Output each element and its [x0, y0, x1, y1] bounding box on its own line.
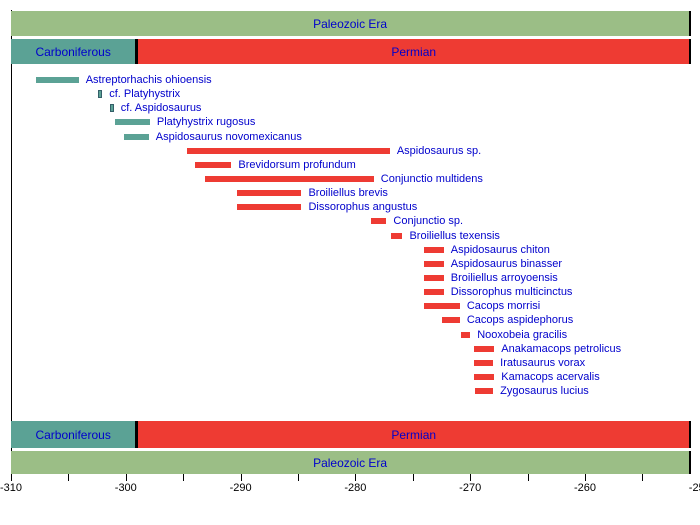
- taxon-label: Kamacops acervalis: [501, 370, 600, 383]
- period-label-carboniferous-top: Carboniferous: [35, 44, 111, 59]
- taxon-range-bar: [473, 359, 494, 366]
- taxon-range-bar: [115, 119, 150, 126]
- axis-tick: [412, 474, 414, 481]
- era-bar-paleozoic-top: Paleozoic Era: [11, 11, 692, 36]
- taxon-label: Cacops aspidephorus: [466, 314, 574, 327]
- axis-tick: [585, 474, 586, 481]
- axis-tick: [183, 474, 185, 481]
- period-label-permian-top: Permian: [391, 44, 437, 59]
- axis-tick-label: -280: [344, 482, 367, 494]
- period-bar-bottom: Carboniferous Permian: [11, 421, 692, 448]
- period-label-carboniferous-bottom: Carboniferous: [35, 427, 111, 442]
- taxon-range-bar: [237, 204, 302, 211]
- taxon-label: Conjunctio multidens: [380, 172, 483, 185]
- era-label-paleozoic-top: Paleozoic Era: [313, 16, 388, 31]
- taxon-label: Broiliellus arroyoensis: [450, 271, 558, 284]
- taxon-range-bar: [371, 218, 387, 225]
- taxon-label: cf. Platyhystrix: [109, 88, 181, 101]
- taxon-label: Brevidorsum profundum: [238, 158, 356, 171]
- axis-tick-label: -300: [114, 482, 137, 494]
- taxon-label: Broiliellus texensis: [409, 229, 500, 242]
- axis-tick-label: -290: [229, 482, 252, 494]
- taxon-label: Aspidosaurus chiton: [450, 243, 550, 256]
- taxon-range-bar: [424, 303, 460, 310]
- taxon-label: Conjunctio sp.: [393, 215, 464, 228]
- era-bar-paleozoic-bottom: Paleozoic Era: [11, 451, 692, 474]
- taxon-range-bar: [474, 388, 494, 395]
- taxon-label: Zygosaurus lucius: [500, 385, 589, 398]
- taxon-range-bar: [205, 175, 374, 182]
- axis-tick: [68, 474, 70, 481]
- taxon-range-bar: [424, 274, 444, 281]
- taxon-label: Dissorophus angustus: [308, 201, 418, 214]
- period-segment-carboniferous-bottom: Carboniferous: [11, 421, 138, 448]
- taxon-label: Platyhystrix rugosus: [156, 116, 256, 129]
- period-label-permian-bottom: Permian: [391, 427, 437, 442]
- taxon-label: Broiliellus brevis: [308, 187, 388, 200]
- taxon-label: Astreptorhachis ohioensis: [85, 74, 212, 86]
- taxon-range-bar: [473, 345, 495, 352]
- axis-tick-label: -270: [459, 482, 482, 494]
- taxon-label: cf. Aspidosaurus: [120, 102, 202, 115]
- axis-tick: [642, 474, 644, 481]
- taxon-range-bar: [424, 246, 444, 253]
- taxon-range-bar: [186, 147, 390, 154]
- period-bar-top: Carboniferous Permian: [11, 39, 692, 64]
- axis-tick: [527, 474, 529, 481]
- period-segment-permian-top: Permian: [137, 39, 692, 64]
- axis-tick: [298, 474, 299, 481]
- taxon-range-bar: [473, 373, 495, 380]
- period-segment-carboniferous-top: Carboniferous: [11, 39, 138, 64]
- taxon-range-bar: [390, 232, 403, 239]
- taxon-label: Aspidosaurus novomexicanus: [155, 130, 302, 143]
- axis-tick: [240, 474, 242, 481]
- taxon-range-bar: [237, 190, 302, 197]
- taxon-range-bar: [424, 260, 444, 267]
- axis-tick: [355, 474, 357, 481]
- taxon-range-bar: [36, 77, 79, 83]
- taxon-label: Cacops morrisi: [466, 300, 541, 313]
- taxon-label: Anakamacops petrolicus: [501, 342, 622, 355]
- taxon-range-bar: [424, 289, 444, 296]
- period-segment-permian-bottom: Permian: [137, 421, 692, 448]
- y-axis-line: [11, 10, 12, 477]
- taxon-label: Nooxobeia gracilis: [477, 328, 568, 341]
- taxon-label: Aspidosaurus sp.: [396, 144, 482, 157]
- axis-tick: [125, 474, 127, 481]
- axis-tick-label: -250: [688, 482, 700, 494]
- taxon-range-bar: [109, 104, 114, 113]
- taxon-label: Aspidosaurus binasser: [450, 257, 563, 270]
- taxon-label: Dissorophus multicinctus: [450, 286, 573, 299]
- taxon-range-bar: [441, 317, 460, 324]
- taxon-range-bar: [123, 133, 149, 140]
- taxon-range-bar: [461, 331, 471, 338]
- axis-tick-label: -260: [573, 482, 597, 494]
- axis-tick: [470, 474, 472, 481]
- taxon-label: Iratusaurus vorax: [500, 356, 586, 369]
- taxon-range-bar: [98, 90, 103, 99]
- taxon-range-bar: [194, 161, 232, 168]
- axis-tick: [11, 474, 12, 481]
- axis-tick-label: -310: [0, 482, 23, 494]
- era-label-paleozoic-bottom: Paleozoic Era: [313, 455, 388, 470]
